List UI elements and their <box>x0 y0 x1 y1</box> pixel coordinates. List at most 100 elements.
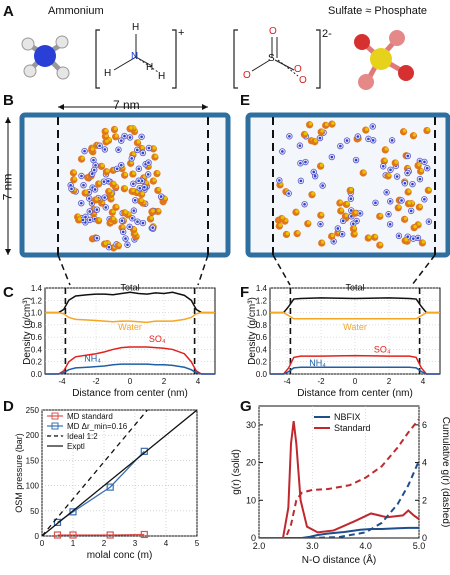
series-label: Water <box>343 322 367 332</box>
nitrogen-atom <box>117 148 120 151</box>
nitrogen-atom <box>313 174 317 178</box>
data-marker <box>106 531 114 539</box>
sulfur-atom <box>412 132 417 137</box>
nitrogen-atom <box>400 199 403 202</box>
y-tick-label: 1.4 <box>256 284 268 293</box>
y-axis-label: Density (g/cm³) <box>247 297 258 365</box>
atom-o-right: O <box>294 64 302 75</box>
nitrogen-atom <box>349 209 353 212</box>
sulfur-atom <box>339 208 344 212</box>
y-tick-label: 0.2 <box>31 358 43 367</box>
nitrogen-atom <box>312 170 316 174</box>
sulfur-atom <box>84 190 88 194</box>
x-axis-label: molal conc (m) <box>87 550 153 561</box>
sulfur-atom <box>132 226 137 231</box>
sulfur-atom <box>383 158 388 162</box>
nitrogen-atom <box>354 158 358 162</box>
sulfur-atom <box>324 122 329 127</box>
sulfur-atom <box>354 210 358 215</box>
sulfur-atom <box>131 188 135 193</box>
nitrogen-atom <box>318 136 322 140</box>
nitrogen-atom <box>95 208 99 211</box>
sulfur-atom <box>373 234 378 239</box>
nitrogen-atom <box>406 171 409 175</box>
nitrogen-atom <box>330 155 334 159</box>
data-marker <box>53 531 62 539</box>
sulfur-atom <box>132 171 136 175</box>
sulfur-atom <box>112 181 116 185</box>
nitrogen-atom <box>395 175 399 178</box>
ion-cluster <box>67 125 168 252</box>
nitrogen-atom <box>356 135 360 138</box>
molecule-diagrams <box>21 29 414 90</box>
nitrogen-atom <box>119 163 123 167</box>
nitrogen-atom <box>135 148 139 152</box>
y-tick-label: 20 <box>246 458 256 468</box>
nitrogen-atom <box>81 218 85 222</box>
y-tick-label: 0.8 <box>256 321 268 330</box>
legend-label: MD Δr_min=0.16 <box>67 422 128 431</box>
nitrogen-atom <box>381 164 385 168</box>
sulfur-atom <box>345 201 350 206</box>
nitrogen-atom <box>385 191 388 194</box>
panel-label-d: D <box>3 398 14 415</box>
sulfur-atom <box>140 145 145 150</box>
nitrogen-atom <box>416 236 420 240</box>
x-axis-label: Distance from center (nm) <box>72 388 188 399</box>
x-tick-label: 1 <box>71 539 76 548</box>
nitrogen-atom <box>298 144 302 147</box>
sulfur-atom <box>308 121 313 126</box>
sulfur-atom <box>97 217 102 222</box>
x-tick-label: 4 <box>421 377 426 386</box>
nitrogen-atom <box>299 179 303 183</box>
nitrogen-atom <box>423 198 426 201</box>
nitrogen-atom <box>83 149 86 153</box>
nitrogen-atom <box>143 185 146 189</box>
y-tick-label: 0.0 <box>256 370 268 379</box>
nitrogen-atom <box>88 218 92 222</box>
sulfur-atom <box>157 187 161 192</box>
nitrogen-atom <box>79 201 83 205</box>
series-label: Total <box>345 284 364 292</box>
sulfur-atom <box>311 191 315 196</box>
y-tick-label: 0 <box>35 532 40 541</box>
series-label: SO₄ <box>374 345 391 355</box>
nitrogen-atom <box>147 146 151 150</box>
sulfur-atom <box>163 196 168 200</box>
series-line <box>42 410 148 536</box>
nitrogen-atom <box>130 157 134 160</box>
sulfur-atom <box>156 170 160 175</box>
sulfur-atom <box>123 172 128 177</box>
nitrogen-atom <box>418 177 422 181</box>
sulfur-atom <box>278 223 283 227</box>
legend-label: MD standard <box>67 412 113 421</box>
nitrogen-atom <box>115 167 119 171</box>
atom-h-back: H <box>158 71 166 82</box>
data-marker <box>106 483 114 491</box>
sulfur-atom <box>285 231 290 236</box>
legend-label: NBFIX <box>334 412 361 422</box>
legend-label: Ideal 1:2 <box>67 432 98 441</box>
nitrogen-atom <box>427 220 431 223</box>
series-label: Water <box>118 322 142 332</box>
sulfur-atom <box>123 185 128 190</box>
sulfur-atom <box>107 188 112 193</box>
sulfur-atom <box>157 208 161 213</box>
series-line <box>270 354 440 375</box>
nitrogen-atom <box>70 187 73 191</box>
box-b-water <box>19 112 231 258</box>
nitrogen-atom <box>123 134 126 138</box>
sulfur-atom <box>319 163 324 167</box>
nitrogen-atom <box>388 200 392 203</box>
sulfur-atom <box>121 224 125 229</box>
sulfate-ball-stick <box>354 30 414 90</box>
series-line <box>259 418 419 538</box>
sulfur-atom <box>407 200 412 205</box>
sulfur-atom <box>136 140 141 144</box>
series-label: Total <box>120 284 139 292</box>
x-tick-label: 3 <box>133 539 138 548</box>
data-marker <box>140 447 148 455</box>
y-tick-label: 0.6 <box>31 333 43 342</box>
panel-label-c: C <box>3 284 14 301</box>
